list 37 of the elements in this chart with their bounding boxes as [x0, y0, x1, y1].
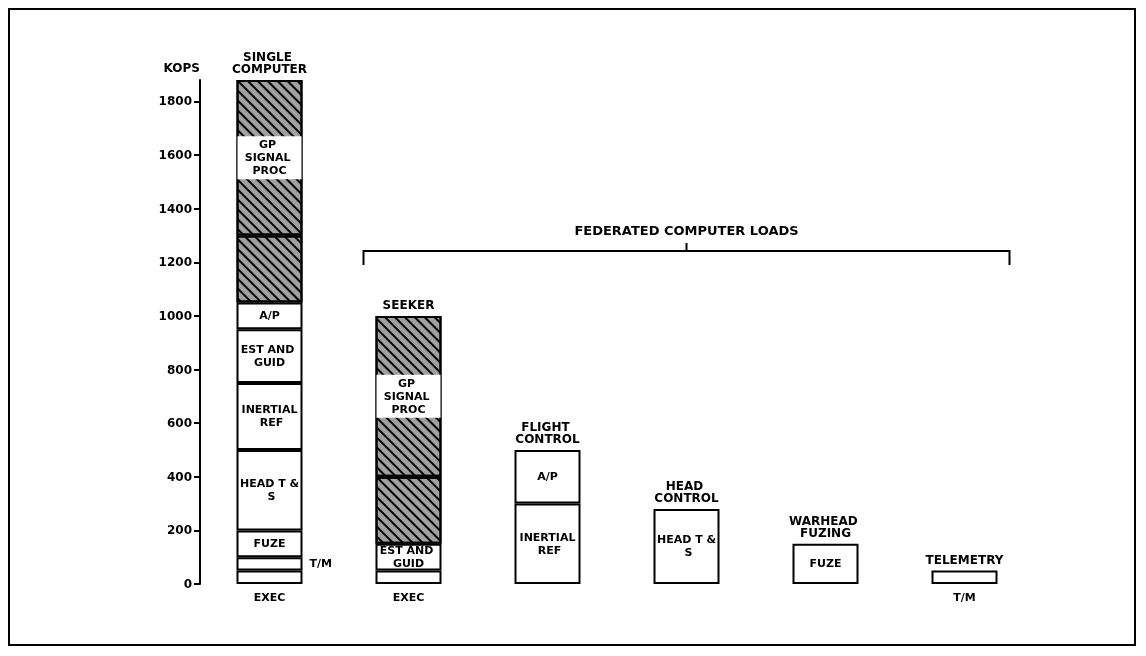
series-label: GP SIGNAL PROC: [244, 138, 295, 178]
text: INERTIAL REF: [241, 403, 298, 430]
x-tick-label: SEEKER: [382, 297, 435, 312]
y-tick-label: 1200: [158, 255, 192, 270]
x-tick-label: TELEMETRY: [925, 552, 1004, 567]
series-label: FUZE: [253, 537, 286, 551]
bar: [931, 570, 998, 584]
y-tick-label: 1000: [158, 308, 192, 323]
x-tick-label: SINGLE COMPUTER: [231, 50, 308, 76]
y-tick-label: 1600: [158, 148, 192, 163]
x-tick-label: WARHEAD FUZING: [789, 513, 862, 540]
text: A/P: [537, 470, 558, 484]
text: T/M: [953, 591, 976, 604]
x-tick-label: HEAD CONTROL: [654, 478, 720, 505]
y-tick-label: 200: [166, 523, 192, 538]
series-label: HEAD T & S: [239, 477, 300, 504]
y-tick-label: 1400: [158, 201, 192, 216]
y-tick-label: 400: [166, 469, 192, 484]
text: FUZE: [809, 557, 842, 571]
x-tick-label: FLIGHT CONTROL: [515, 419, 581, 446]
y-tick-label: 600: [166, 416, 192, 431]
text: GP SIGNAL PROC: [383, 376, 430, 416]
bar: [653, 508, 720, 584]
y-axis-title: KOPS: [163, 61, 200, 75]
series-label: A/P: [259, 309, 280, 323]
annotation: FEDERATED COMPUTER LOADS: [574, 222, 799, 238]
series-label: T/M: [309, 557, 332, 571]
y-tick-label: 800: [166, 362, 192, 377]
series-label: EST AND GUID: [379, 544, 438, 571]
bar: [792, 543, 859, 584]
text: EST AND GUID: [240, 343, 295, 370]
y-tick-label: 0: [183, 577, 192, 591]
series-label: INERTIAL REF: [519, 530, 576, 557]
text: HEAD T & S: [656, 533, 717, 560]
series-label: EXEC: [253, 591, 286, 604]
text: EXEC: [392, 591, 425, 604]
y-tick-label: 1800: [158, 94, 192, 109]
